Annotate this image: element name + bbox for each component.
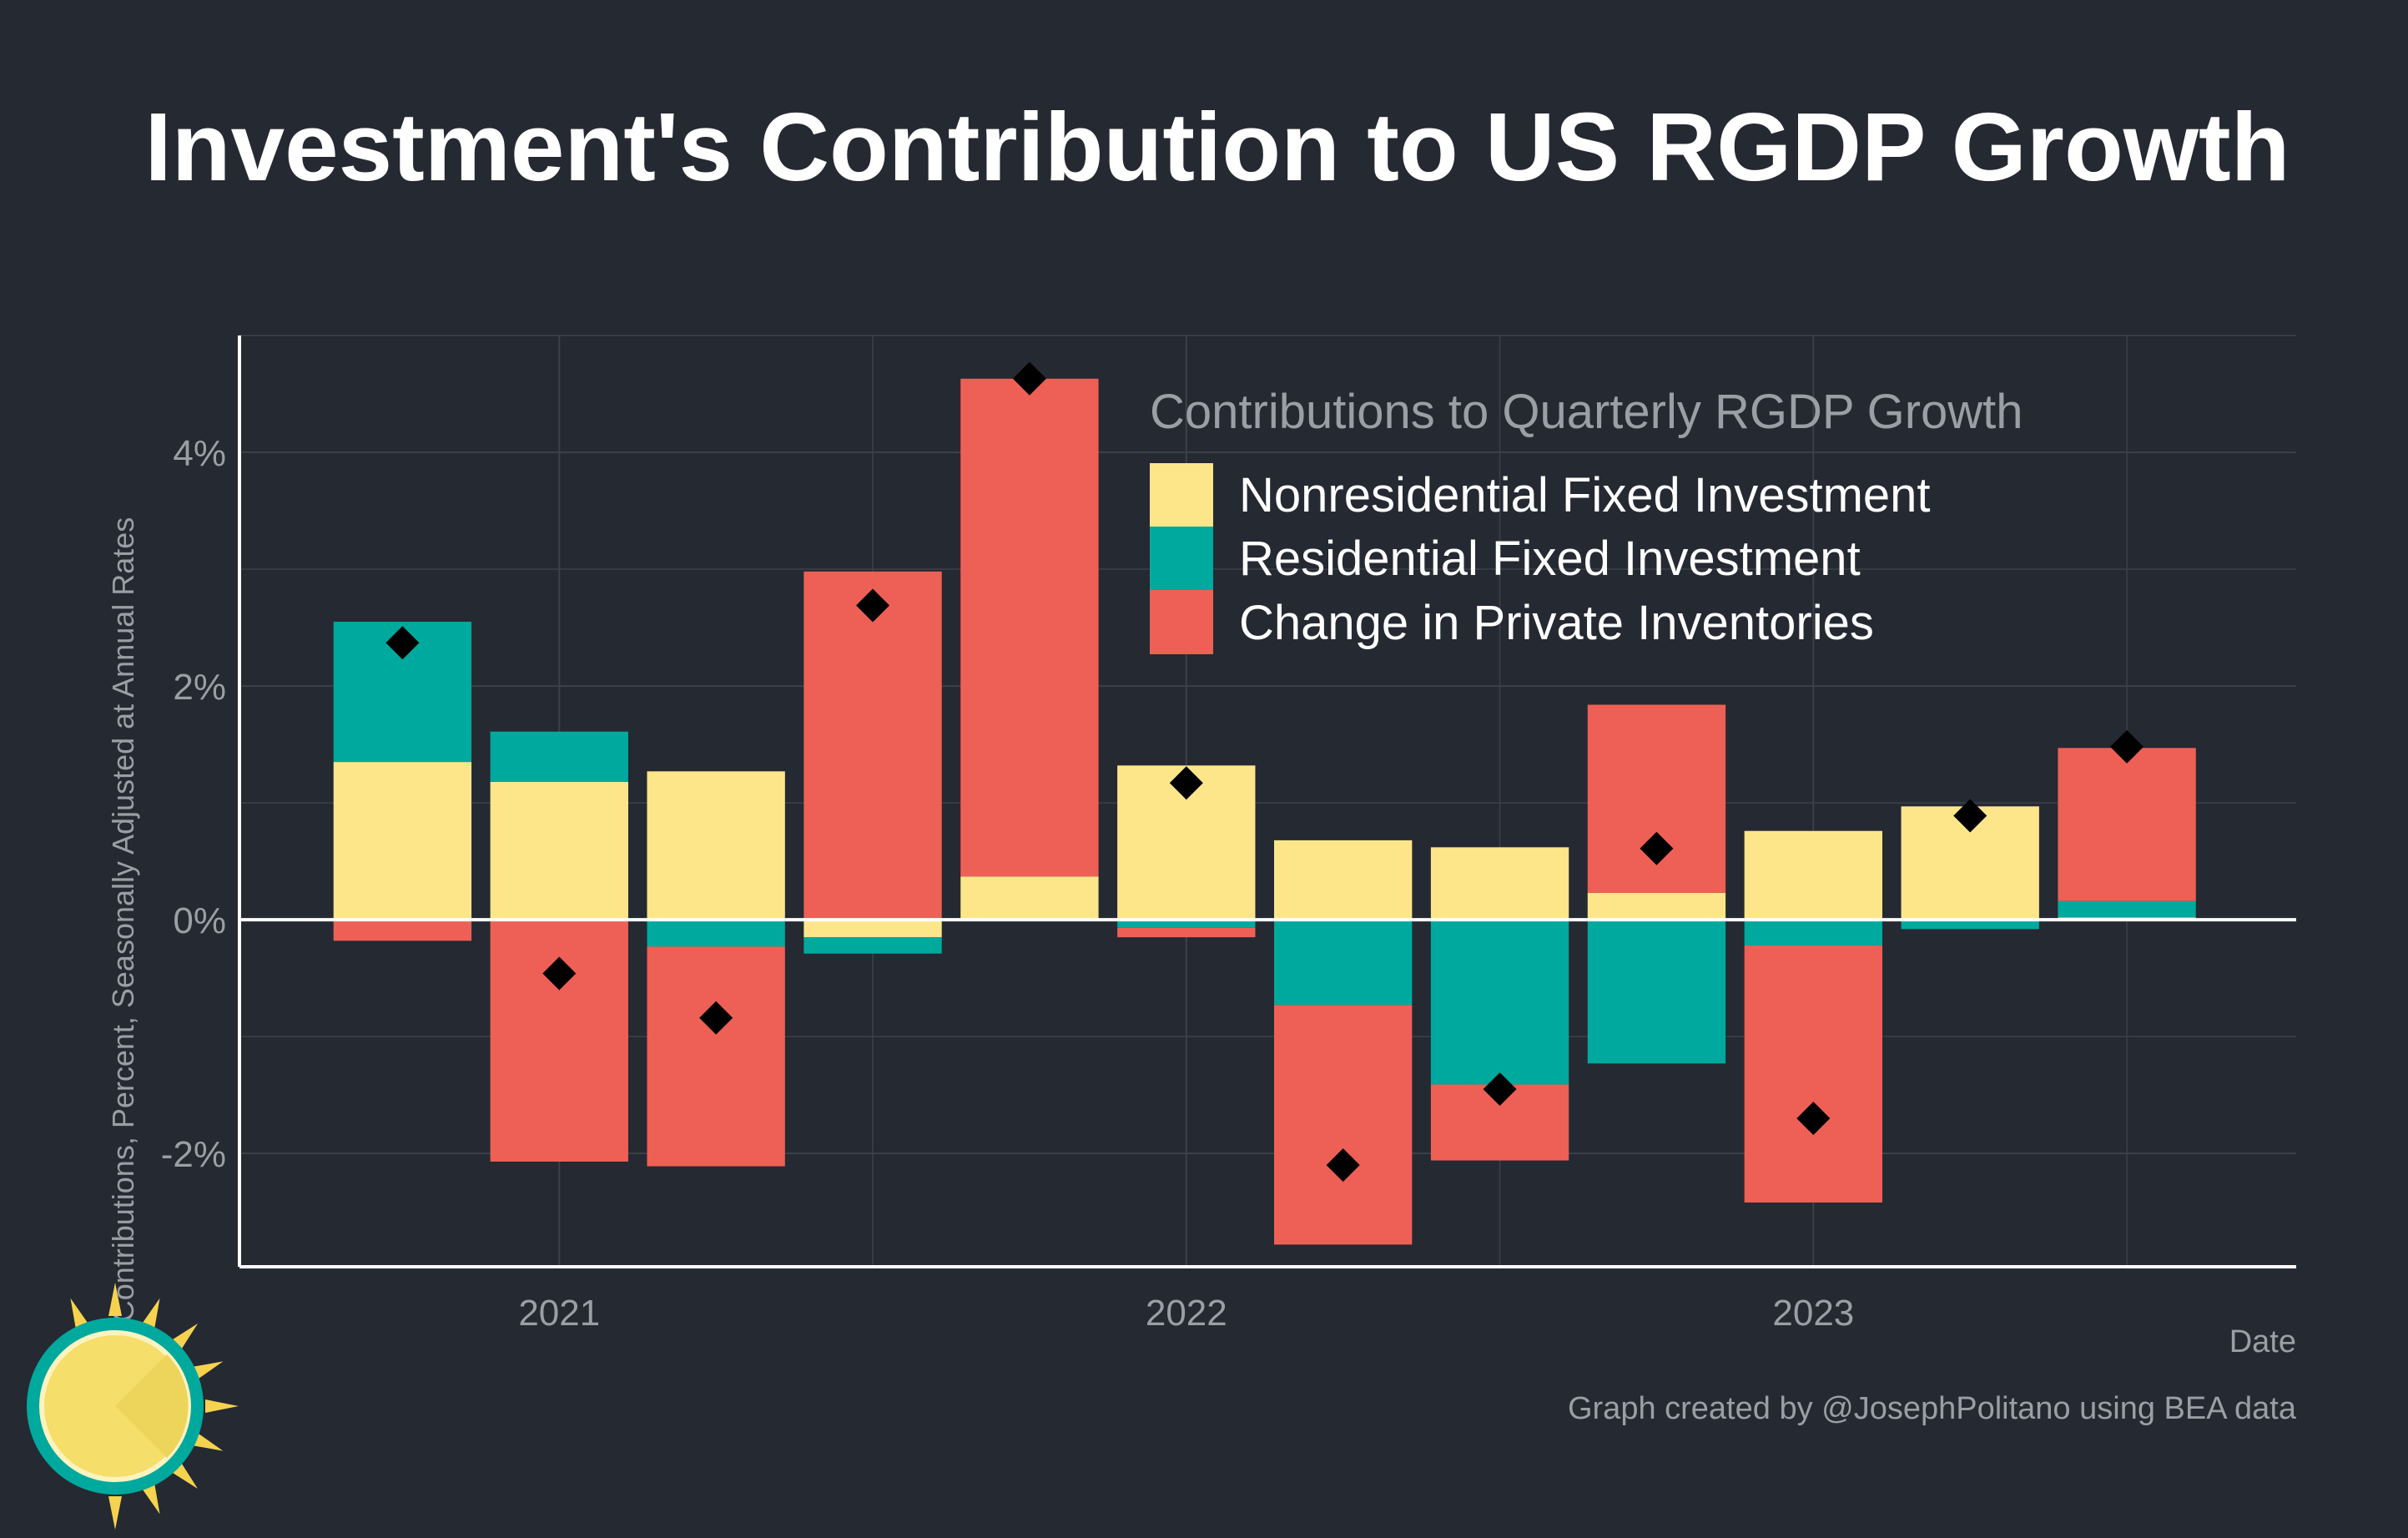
total-marker-2021-q1 <box>542 956 577 991</box>
bar-residential-2022-q2 <box>1274 920 1413 1006</box>
bar-residential-2023-q1 <box>1744 920 1882 945</box>
total-marker-2021-q2 <box>699 1001 733 1035</box>
total-markers <box>385 361 2144 1182</box>
y-tick-label: 2% <box>173 667 226 708</box>
legend-label-nonresidential: Nonresidential Fixed Investment <box>1239 468 1931 522</box>
total-marker-2022-q1 <box>1169 766 1203 800</box>
legend-title: Contributions to Quarterly RGDP Growth <box>1150 385 2023 439</box>
y-tick-label: 4% <box>173 433 226 474</box>
bar-inventories-2022-q1 <box>1117 927 1256 938</box>
bar-residential-2022-q1 <box>1117 920 1256 928</box>
total-marker-2023-q3 <box>2110 729 2144 764</box>
bar-nonresidential-2022-q3 <box>1430 847 1569 920</box>
bar-inventories-2023-q1 <box>1744 945 1882 1203</box>
x-tick-label: 2021 <box>518 1293 600 1334</box>
total-marker-2022-q3 <box>1483 1072 1517 1107</box>
legend: Contributions to Quarterly RGDP Growth N… <box>1150 385 2023 654</box>
bars <box>333 378 2196 1245</box>
x-tick-label: 2023 <box>1772 1293 1854 1334</box>
bar-residential-2022-q3 <box>1430 920 1569 1085</box>
axes: 4% 2% 0% -2% 2021 2022 2023 <box>161 335 2296 1334</box>
total-marker-2021-q4 <box>1012 361 1046 396</box>
bar-residential-2023-q3 <box>2058 900 2196 918</box>
total-marker-2023-q2 <box>1953 799 1987 833</box>
y-tick-label: 0% <box>173 900 226 941</box>
x-axis-label: Date <box>2229 1324 2296 1359</box>
bar-inventories-2021-q2 <box>647 946 785 1167</box>
y-tick-label: -2% <box>161 1134 226 1175</box>
bar-inventories-2020-q4 <box>333 920 472 941</box>
bar-inventories-2021-q1 <box>490 920 628 1162</box>
legend-swatch-inventories <box>1150 590 1213 654</box>
sun-logo-icon <box>27 1283 239 1530</box>
x-tick-label: 2022 <box>1146 1293 1227 1334</box>
bar-nonresidential-2022-q4 <box>1587 892 1726 920</box>
legend-swatch-residential <box>1150 527 1213 590</box>
bar-nonresidential-2021-q1 <box>490 781 628 920</box>
bar-nonresidential-2023-q1 <box>1744 830 1882 920</box>
bar-residential-2023-q2 <box>1901 920 2039 930</box>
total-marker-2020-q4 <box>385 626 420 660</box>
total-marker-2023-q1 <box>1796 1102 1831 1136</box>
bar-nonresidential-2021-q4 <box>960 876 1099 920</box>
bar-inventories-2021-q4 <box>960 378 1099 877</box>
bar-residential-2021-q1 <box>490 731 628 782</box>
bar-nonresidential-2022-q2 <box>1274 840 1413 920</box>
bar-residential-2021-q3 <box>804 937 942 954</box>
legend-label-inventories: Change in Private Inventories <box>1239 596 1874 650</box>
bar-residential-2021-q2 <box>647 920 785 947</box>
legend-swatch-nonresidential <box>1150 463 1213 527</box>
bar-residential-2022-q4 <box>1587 920 1726 1064</box>
bar-nonresidential-2021-q2 <box>647 771 785 920</box>
total-marker-2022-q2 <box>1326 1148 1360 1182</box>
total-marker-2021-q3 <box>856 588 890 623</box>
bar-nonresidential-2020-q4 <box>333 762 472 920</box>
legend-label-residential: Residential Fixed Investment <box>1239 532 1861 586</box>
bar-nonresidential-2021-q3 <box>804 920 942 938</box>
chart-title: Investment's Contribution to US RGDP Gro… <box>144 93 2290 201</box>
bar-inventories-2022-q2 <box>1274 1005 1413 1245</box>
total-marker-2022-q4 <box>1640 831 1674 865</box>
bar-inventories-2023-q3 <box>2058 748 2196 901</box>
bar-inventories-2021-q3 <box>804 571 942 920</box>
y-axis-label: Contributions, Percent, Seasonally Adjus… <box>106 517 140 1323</box>
caption: Graph created by @JosephPolitano using B… <box>1568 1391 2297 1426</box>
